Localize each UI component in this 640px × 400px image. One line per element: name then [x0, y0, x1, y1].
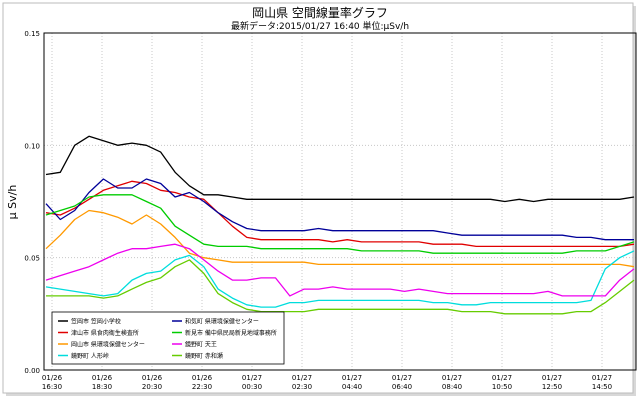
x-tick-labels: 01/2616:3001/2618:3001/2620:3001/2622:30… — [42, 374, 612, 391]
y-axis-label: μ Sv/h — [6, 185, 19, 220]
x-tick-date: 01/27 — [492, 374, 512, 382]
legend-label: 岡山市 県環境保健センター — [71, 341, 145, 349]
x-tick-date: 01/26 — [42, 374, 63, 382]
y-tick-label: 0.15 — [24, 30, 40, 38]
series-line — [45, 194, 635, 254]
series-line — [45, 180, 635, 248]
legend-label: 和気町 県環境保健センター — [185, 318, 259, 326]
x-tick-time: 18:30 — [92, 383, 112, 391]
chart-title: 岡山県 空間線量率グラフ — [252, 5, 388, 20]
grid — [44, 32, 636, 371]
legend-label: 津山市 県食肉衛生検査所 — [71, 329, 139, 337]
x-tick-time: 04:40 — [342, 383, 362, 391]
y-tick-labels: 0.00 0.05 0.10 0.15 — [24, 30, 40, 375]
series-line — [46, 259, 635, 315]
x-tick-date: 01/27 — [342, 374, 362, 382]
legend-label: 笠岡市 笠岡小学校 — [71, 318, 121, 326]
legend-label: 鏡野町 赤和瀬 — [185, 352, 223, 360]
x-tick-date: 01/27 — [442, 374, 462, 382]
legend-label: 鏡野町 天王 — [185, 341, 217, 349]
y-tick-label: 0.00 — [24, 367, 40, 375]
series-line — [45, 209, 635, 268]
plot-frame — [43, 32, 637, 371]
x-tick-date: 01/27 — [392, 374, 412, 382]
x-tick-date: 01/27 — [542, 374, 562, 382]
x-tick-time: 10:50 — [492, 383, 512, 391]
legend-label: 新見市 備中県民局新見地域事務所 — [185, 329, 277, 337]
x-tick-date: 01/27 — [242, 374, 262, 382]
series-line — [45, 243, 635, 297]
x-tick-time: 20:30 — [142, 383, 162, 391]
series-line — [45, 178, 634, 241]
x-tick-time: 02:30 — [292, 383, 312, 391]
x-tick-date: 01/26 — [92, 374, 113, 382]
x-tick-date: 01/26 — [142, 374, 163, 382]
legend-label: 鏡野町 人形峠 — [71, 352, 109, 360]
series-line — [45, 250, 635, 308]
y-tick-label: 0.05 — [24, 255, 40, 263]
x-tick-date: 01/26 — [192, 374, 213, 382]
x-tick-time: 06:40 — [392, 383, 412, 391]
chart-subtitle: 最新データ:2015/01/27 16:40 単位:μSv/h — [231, 20, 409, 32]
x-tick-date: 01/27 — [592, 374, 612, 382]
series-layer — [45, 135, 635, 315]
x-tick-time: 22:30 — [192, 383, 212, 391]
x-tick-time: 00:30 — [242, 383, 262, 391]
y-tick-label: 0.10 — [24, 142, 40, 150]
legend-box — [51, 311, 285, 365]
series-line — [45, 135, 635, 203]
x-tick-time: 08:40 — [442, 383, 462, 391]
x-tick-time: 14:50 — [592, 383, 612, 391]
x-tick-time: 16:30 — [42, 383, 62, 391]
x-tick-date: 01/27 — [292, 374, 312, 382]
x-tick-time: 12:50 — [542, 383, 562, 391]
